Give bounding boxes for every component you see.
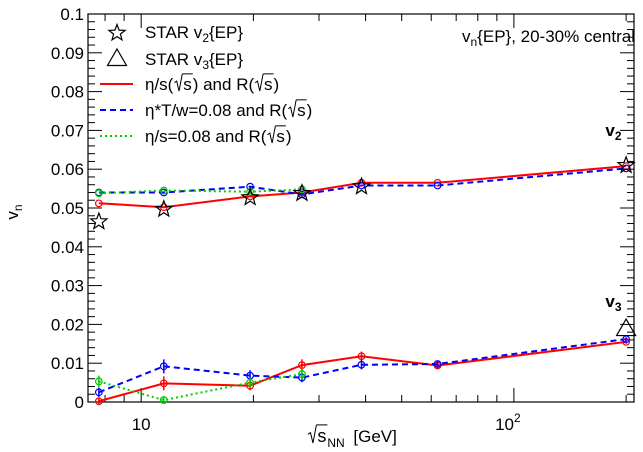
series-point-v3 xyxy=(298,370,306,378)
legend-label-radical-sign xyxy=(174,73,183,92)
x-axis-label-unit: [GeV] xyxy=(353,427,396,446)
legend-label-radicand: s xyxy=(183,75,192,94)
y-tick-label: 0.05 xyxy=(51,199,84,218)
x-tick-label: 10 xyxy=(132,415,151,434)
series-point-v2 xyxy=(159,203,168,212)
x-axis-label: s NN [GeV] xyxy=(307,424,397,450)
legend-label-pre: η/s=0.08 and R( xyxy=(145,127,267,146)
series-line-v2 xyxy=(98,165,627,209)
series-point-v3 xyxy=(298,361,306,370)
x-axis-label-radical-sign xyxy=(307,424,317,444)
annotation-rest: {EP}, 20-30% central xyxy=(477,27,635,46)
legend-label-mid: ) and R( xyxy=(193,75,255,94)
y-tick-label: 0.02 xyxy=(51,315,84,334)
series-point-v2 xyxy=(246,192,255,201)
series-point-v3 xyxy=(94,397,103,406)
series-point-v3 xyxy=(357,352,366,361)
series-line-v3 xyxy=(98,340,627,402)
curve-label: v3 xyxy=(605,292,621,314)
y-tick-label: 0 xyxy=(75,393,84,412)
star-marker xyxy=(240,187,260,206)
series-point-v3 xyxy=(159,379,168,388)
legend-label-post: ) xyxy=(274,75,280,94)
series-line-v3 xyxy=(98,373,303,402)
y-tick-label: 0.09 xyxy=(51,44,84,63)
axis-ticks xyxy=(88,13,634,403)
series-point-v2 xyxy=(357,181,366,190)
axis-tick-labels: 0 0.01 0.02 0.03 0.04 0.05 0.06 0.07 0.08 0.09 0.1… xyxy=(51,5,521,434)
legend-triangle-icon xyxy=(106,47,128,67)
star-marker xyxy=(351,176,372,195)
legend-label-pre: η*T/w=0.08 and R( xyxy=(145,101,288,120)
curve-label: v2 xyxy=(605,121,621,143)
legend-label-radical-sign xyxy=(254,73,264,92)
star-marker xyxy=(616,155,636,174)
legend-label-radicand: s xyxy=(276,127,285,146)
star-marker xyxy=(89,211,109,230)
legend-star-icon xyxy=(107,22,127,42)
curve-label-main: v xyxy=(605,121,615,140)
y-tick-label: 0.08 xyxy=(51,83,84,102)
series-point-v2 xyxy=(622,164,631,173)
series-point-v3 xyxy=(357,360,366,369)
x-axis-label-radicand: s xyxy=(317,426,326,446)
legend-label: STAR v3{EP} xyxy=(145,50,243,72)
series-point-v2 xyxy=(159,186,168,195)
series-point-v3 xyxy=(159,362,168,371)
annotation-main: v xyxy=(462,27,471,46)
chart-annotation: vn{EP}, 20-30% central xyxy=(462,27,635,49)
y-tick-label: 0.01 xyxy=(51,354,84,373)
legend-label-post: ) xyxy=(286,127,292,146)
model-curves xyxy=(98,165,627,402)
legend-label-post: {EP} xyxy=(209,50,243,69)
legend-label-radical-sign xyxy=(287,99,297,118)
star-marker xyxy=(292,183,312,202)
legend-label-sub: 3 xyxy=(202,58,209,72)
annotation-sub: n xyxy=(470,35,477,49)
x-axis-label-sub: NN xyxy=(327,436,344,450)
series-point-v3 xyxy=(159,396,168,404)
y-tick-label: 0.04 xyxy=(51,238,84,257)
data-markers xyxy=(89,155,637,406)
x-tick-base: 10 xyxy=(495,415,514,434)
triangle-marker xyxy=(615,317,637,337)
legend-label-radicand: s xyxy=(297,101,306,120)
y-tick-label: 0.07 xyxy=(51,121,84,140)
series-point-v2 xyxy=(94,189,103,198)
curve-label-sub: 3 xyxy=(615,300,622,314)
series-point-v3 xyxy=(94,388,103,397)
series-point-v2 xyxy=(94,199,103,208)
y-tick-label: 0.1 xyxy=(60,5,84,24)
series-point-v3 xyxy=(94,377,103,386)
legend-label-pre: η/s( xyxy=(145,75,174,94)
y-axis-label-sub: n xyxy=(11,204,25,211)
legend-label-sub: 2 xyxy=(202,31,209,45)
star-marker xyxy=(154,198,174,218)
legend-label-post: {EP} xyxy=(209,23,243,42)
legend-label-pre: STAR v xyxy=(145,23,203,42)
y-axis-label: vn xyxy=(3,204,25,219)
series-point-v3 xyxy=(433,360,442,368)
y-tick-label: 0.06 xyxy=(51,160,84,179)
legend-label: STAR v2{EP} xyxy=(145,23,243,45)
legend-label-radical-sign xyxy=(267,125,276,144)
series-point-v2 xyxy=(433,181,442,190)
x-tick-exponent: 2 xyxy=(514,411,521,425)
x-tick-label: 102 xyxy=(495,411,521,434)
legend-label-pre: STAR v xyxy=(145,50,203,69)
x-tick-base: 10 xyxy=(132,415,151,434)
series-point-v2 xyxy=(433,178,442,187)
y-axis-label-main: v xyxy=(3,211,22,220)
legend-label-radicand: s xyxy=(264,75,273,94)
curve-label-sub: 2 xyxy=(615,129,622,143)
y-tick-label: 0.03 xyxy=(51,277,84,296)
legend: STAR v2{EP}STAR v3{EP}η/s(s) and R(s)η*T… xyxy=(100,22,313,146)
legend-label-post: ) xyxy=(307,101,313,120)
curve-label-main: v xyxy=(605,292,615,311)
series-point-v3 xyxy=(246,378,255,387)
